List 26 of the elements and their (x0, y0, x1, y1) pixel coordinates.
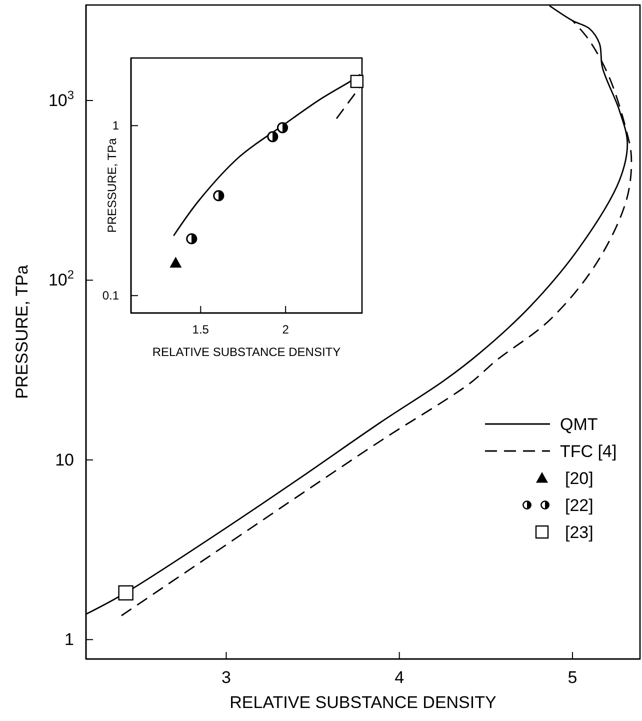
x-tick-label: 2 (282, 322, 290, 337)
point (213, 190, 224, 202)
y-tick-label: 10$^{2}$ (48, 268, 74, 290)
x-tick-label: 4 (394, 668, 404, 688)
y-tick-label: 1 (64, 630, 74, 650)
point (186, 233, 198, 244)
x-tick-label: 1.5 (192, 322, 210, 337)
point (170, 256, 182, 268)
point (350, 74, 364, 88)
y-tick-label: 10$^{3}$ (48, 88, 74, 110)
legend-label: [22] (565, 496, 594, 514)
x-tick-label: 3 (221, 668, 231, 688)
y-tick-label: 0.1 (102, 288, 120, 302)
point (267, 131, 278, 142)
y-tick-label: 1 (112, 118, 120, 132)
y-axis-title: PRESSURE, TPa (105, 138, 119, 233)
legend-label: QMT (560, 414, 598, 434)
legend-label: [23] (565, 522, 594, 542)
x-axis-title: RELATIVE SUBSTANCE DENSITY (230, 693, 496, 712)
x-axis-title: RELATIVE SUBSTANCE DENSITY (152, 345, 341, 359)
legend-label: TFC [4] (560, 442, 617, 460)
y-tick-label: 10 (55, 450, 74, 470)
legend-label: [20] (565, 468, 594, 488)
x-tick-label: 5 (568, 668, 578, 688)
point (276, 122, 288, 134)
y-axis-title: PRESSURE, TPa (12, 264, 32, 399)
